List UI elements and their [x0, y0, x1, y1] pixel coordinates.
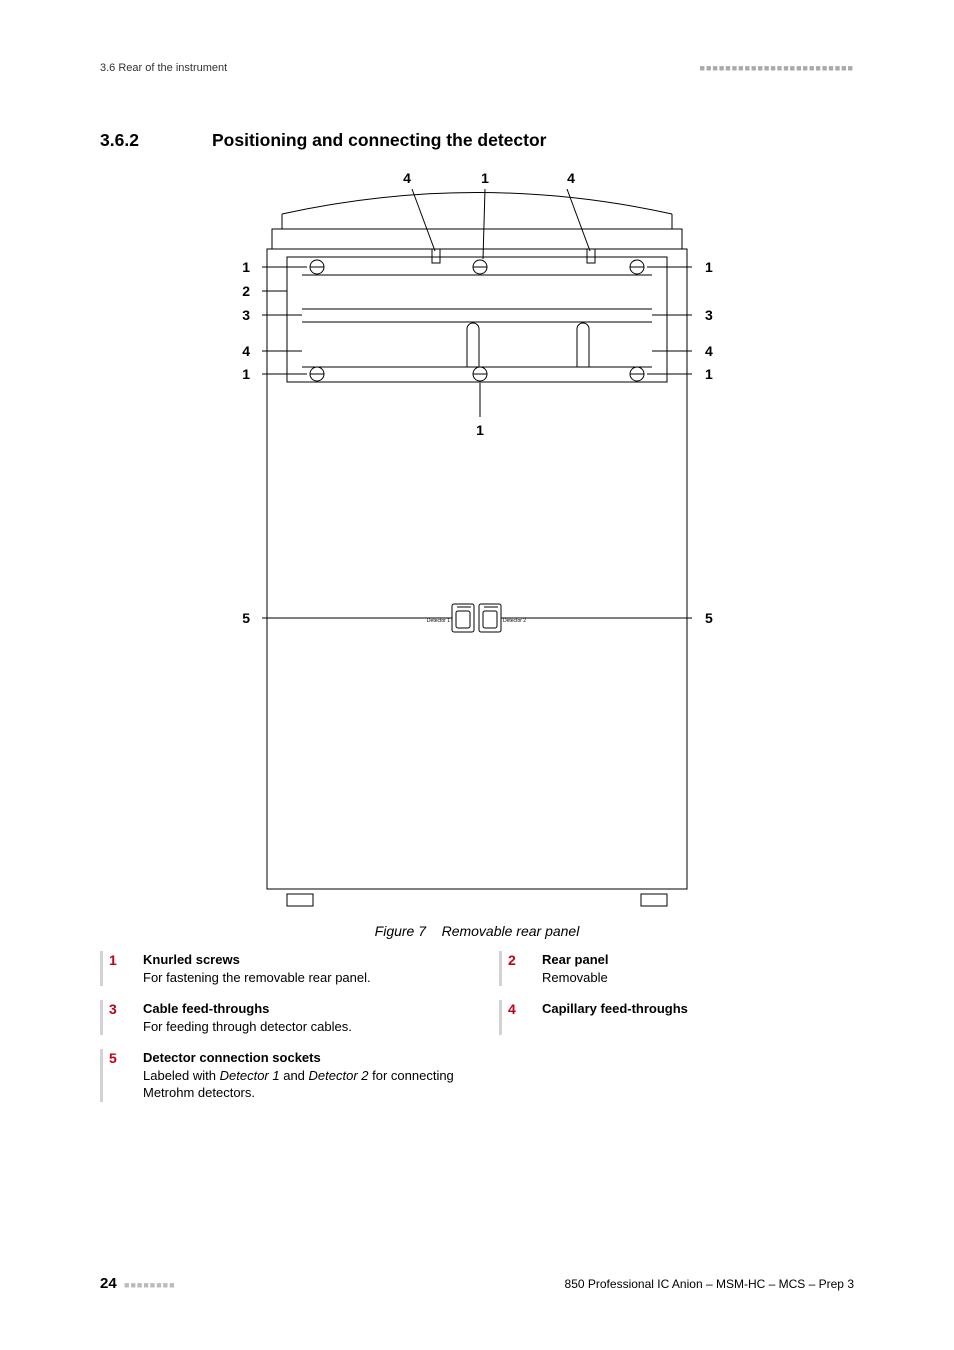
legend-desc: Removable	[542, 969, 608, 987]
page-header: 3.6 Rear of the instrument ■■■■■■■■■■■■■…	[100, 62, 854, 74]
header-section-label: 3.6 Rear of the instrument	[100, 62, 227, 74]
legend-item: 3 Cable feed-throughs For feeding throug…	[100, 1000, 455, 1035]
figure-caption-prefix: Figure 7	[375, 923, 426, 939]
section-heading: 3.6.2 Positioning and connecting the det…	[100, 130, 854, 151]
legend-desc: For fastening the removable rear panel.	[143, 969, 371, 987]
callout-label: 1	[476, 422, 484, 438]
legend-item: 4 Capillary feed-throughs	[499, 1000, 854, 1035]
doc-title: 850 Professional IC Anion – MSM-HC – MCS…	[565, 1277, 854, 1291]
legend-num: 4	[508, 1000, 542, 1035]
callout-label: 4	[705, 343, 713, 359]
socket-label: Detector 1	[427, 618, 450, 624]
legend-item: 5 Detector connection sockets Labeled wi…	[100, 1049, 455, 1102]
callout-label: 1	[705, 366, 713, 382]
section-number: 3.6.2	[100, 130, 212, 151]
callout-label: 4	[403, 170, 411, 186]
legend-title: Knurled screws	[143, 951, 371, 969]
callout-label: 1	[242, 366, 250, 382]
page: 3.6 Rear of the instrument ■■■■■■■■■■■■■…	[0, 0, 954, 1350]
legend-num: 1	[109, 951, 143, 986]
legend-num: 2	[508, 951, 542, 986]
figure-caption-text: Removable rear panel	[442, 923, 580, 939]
legend-title: Detector connection sockets	[143, 1049, 455, 1067]
legend-item: 2 Rear panel Removable	[499, 951, 854, 986]
legend-num: 3	[109, 1000, 143, 1035]
legend-desc: For feeding through detector cables.	[143, 1018, 352, 1036]
callout-label: 2	[242, 283, 250, 299]
footer-squares: ■■■■■■■■	[124, 1280, 176, 1290]
legend-title: Cable feed-throughs	[143, 1000, 352, 1018]
page-footer: 24 ■■■■■■■■ 850 Professional IC Anion – …	[100, 1275, 854, 1292]
legend-title: Capillary feed-throughs	[542, 1000, 688, 1018]
callout-label: 3	[705, 307, 713, 323]
page-number: 24	[100, 1275, 117, 1292]
legend-title: Rear panel	[542, 951, 608, 969]
legend-desc: Labeled with Detector 1 and Detector 2 f…	[143, 1067, 455, 1102]
legend: 1 Knurled screws For fastening the remov…	[100, 951, 854, 1102]
legend-num: 5	[109, 1049, 143, 1102]
figure-caption: Figure 7 Removable rear panel	[100, 923, 854, 939]
callout-label: 1	[242, 259, 250, 275]
callout-label: 1	[705, 259, 713, 275]
legend-item: 1 Knurled screws For fastening the remov…	[100, 951, 455, 986]
figure: 4 1 4 1 2 3 4 1 5 1 3 4 1 5 1 Detector 1…	[167, 159, 787, 919]
socket-label: Detector 2	[503, 618, 526, 624]
callout-label: 1	[481, 170, 489, 186]
rear-panel-diagram: 4 1 4 1 2 3 4 1 5 1 3 4 1 5 1 Detector 1…	[167, 159, 787, 919]
callout-label: 5	[705, 610, 713, 626]
callout-label: 3	[242, 307, 250, 323]
callout-label: 5	[242, 610, 250, 626]
section-title: Positioning and connecting the detector	[212, 130, 546, 151]
callout-label: 4	[567, 170, 575, 186]
callout-label: 4	[242, 343, 250, 359]
header-squares: ■■■■■■■■■■■■■■■■■■■■■■■■	[700, 63, 854, 73]
